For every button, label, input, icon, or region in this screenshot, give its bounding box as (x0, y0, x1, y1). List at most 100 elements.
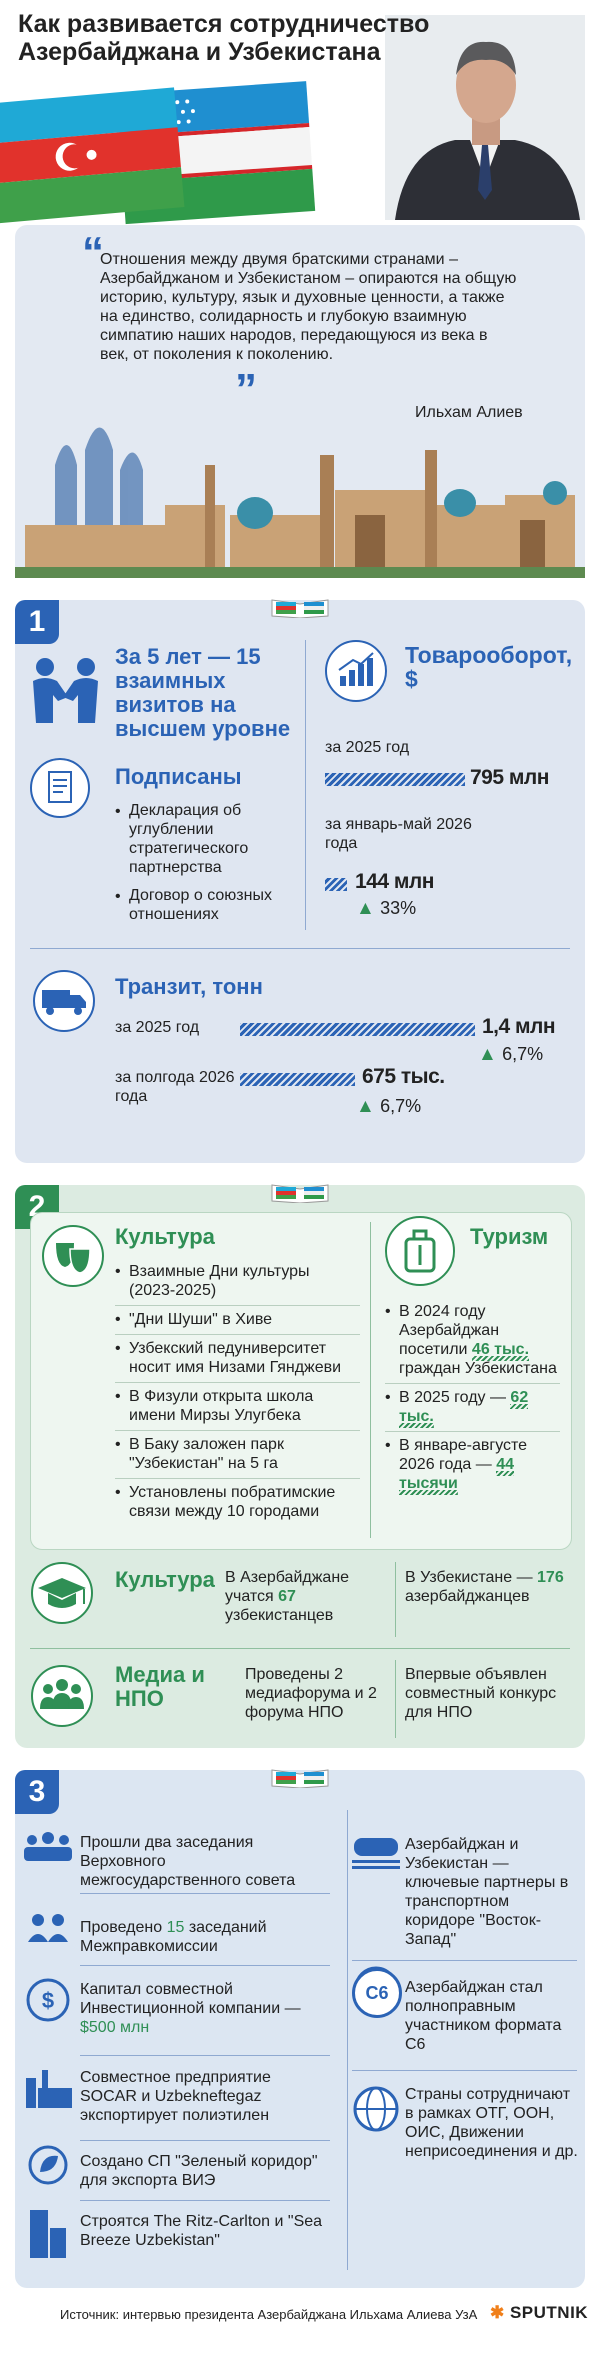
text-part: Строятся The Ritz-Carlton и "Sea Breeze … (80, 2213, 323, 2249)
bar (325, 878, 347, 891)
highlight: 176 (537, 1569, 564, 1586)
fact: Строятся The Ritz-Carlton и "Sea Breeze … (80, 2212, 330, 2250)
fact: Азербайджан стал полноправным участником… (405, 1978, 580, 2054)
list-item: В Баку заложен парк "Узбекистан" на 5 га (115, 1431, 360, 1479)
growth: ▲ 6,7% (356, 1096, 422, 1117)
text-part: заседаний Межправкомиссии (80, 1919, 267, 1955)
document-icon (30, 758, 90, 818)
media-left: Проведены 2 медиафорума и 2 форума НПО (245, 1666, 377, 1721)
section-1-panel (15, 600, 585, 1163)
text-part: узбекистанцев (225, 1607, 334, 1624)
highlight: 46 тыс. (471, 1341, 530, 1361)
divider (352, 2070, 577, 2071)
book-icon (271, 1184, 329, 1203)
fact: Совместное предприятие SOCAR и Uzbekneft… (80, 2068, 330, 2125)
list-item: "Дни Шуши" в Хиве (115, 1306, 360, 1335)
period: за 2025 год (325, 739, 410, 756)
transit-title: Транзит, тонн (115, 974, 263, 999)
brand: ✱ SPUTNIK (490, 2303, 588, 2323)
quote-author: Ильхам Алиев (415, 404, 523, 421)
quote-mark-open: “ (82, 228, 104, 277)
header-art (0, 15, 585, 225)
period: за полгода 2026 года (115, 1069, 235, 1105)
value: 144 млн (355, 870, 434, 893)
text-part: Азербайджан и Узбекистан — ключевые парт… (405, 1836, 569, 1948)
trade-title: Товарооборот, $ (405, 642, 573, 692)
divider (80, 1965, 330, 1966)
suitcase-icon (385, 1216, 455, 1286)
media-right: Впервые объявлен совместный конкурс для … (405, 1666, 557, 1721)
section-badge: 3 (15, 1770, 59, 1814)
fact: Азербайджан и Узбекистан — ключевые парт… (405, 1835, 580, 1949)
section-badge: 1 (15, 600, 59, 644)
text-part: "Дни Шуши" в Хиве (129, 1311, 273, 1328)
signed-title: Подписаны (115, 764, 242, 789)
skyline (15, 427, 585, 578)
education-right: В Узбекистане — 176 азербайджанцев (405, 1568, 570, 1606)
quote-text: Отношения между двумя братскими странами… (100, 251, 517, 363)
chart-icon (325, 640, 387, 702)
list-item: Узбекский педуниверситет носит имя Низам… (115, 1335, 360, 1383)
value: 1,4 млн (482, 1015, 556, 1038)
globe-icon (353, 2086, 399, 2132)
divider (352, 1960, 577, 1961)
book-icon (271, 599, 329, 618)
text-part: В Азербайджане учатся (225, 1569, 350, 1605)
visits-text: За 5 лет — 15 взаимных визитов на высшем… (115, 644, 291, 741)
text-part: В Баку заложен парк "Узбекистан" на 5 га (129, 1436, 284, 1472)
text-part: Договор о союзных отношениях (129, 887, 272, 923)
truck-icon (33, 970, 95, 1032)
text-part: азербайджанцев (405, 1588, 530, 1605)
divider (395, 1660, 396, 1738)
book-icon (271, 1769, 329, 1788)
section-3-left-icons: $ (24, 1832, 72, 2258)
text-part: В 2025 году — (399, 1389, 511, 1406)
divider (347, 1810, 348, 2270)
text-part: Капитал совместной Инвестиционной компан… (80, 1981, 301, 2017)
period: за 2025 год (115, 1019, 200, 1036)
divider (80, 2140, 330, 2141)
graduation-icon (31, 1562, 93, 1624)
period: за январь-май 2026 года (325, 816, 472, 852)
text-part: граждан Узбекистана (399, 1360, 557, 1377)
fact: Прошли два заседания Верховного межгосуд… (80, 1833, 330, 1890)
culture-title: Культура (115, 1224, 215, 1249)
text-part: Страны сотрудничают в рамках ОТГ, ООН, О… (405, 2086, 578, 2160)
divider (80, 2055, 330, 2056)
list-item: Установлены побратимские связи между 10 … (115, 1479, 360, 1526)
section-3-panel (15, 1770, 585, 2288)
list-item: Декларация об углублении стратегического… (115, 798, 295, 883)
bar (325, 773, 465, 786)
text-part: Азербайджан стал полноправным участником… (405, 1979, 562, 2053)
text-part: Совместное предприятие SOCAR и Uzbekneft… (80, 2069, 271, 2124)
text-part: В январе-августе 2026 года — (399, 1437, 528, 1473)
fact: Капитал совместной Инвестиционной компан… (80, 1980, 330, 2037)
growth-value: 6,7% (502, 1044, 544, 1064)
culture-list: Взаимные Дни культуры (2023-2025) "Дни Шу… (115, 1258, 360, 1526)
bar (240, 1073, 355, 1086)
divider (30, 1648, 570, 1649)
text-part: Прошли два заседания Верховного межгосуд… (80, 1834, 296, 1889)
divider (80, 2200, 330, 2201)
tourism-title: Туризм (470, 1224, 549, 1249)
list-item: В 2025 году — 62 тыс. (385, 1384, 560, 1432)
text-part: В Узбекистане — (405, 1569, 538, 1586)
people-icon (31, 1665, 93, 1727)
fact: Страны сотрудничают в рамках ОТГ, ООН, О… (405, 2085, 580, 2161)
portrait (385, 15, 585, 220)
list-item: Договор о союзных отношениях (115, 883, 295, 930)
azerbaijan-flag (0, 87, 185, 224)
growth: ▲ 6,7% (478, 1044, 544, 1065)
list-item: Взаимные Дни культуры (2023-2025) (115, 1258, 360, 1306)
growth: ▲ 33% (356, 898, 417, 919)
text-part: Узбекский педуниверситет носит имя Низам… (129, 1340, 342, 1376)
c6-icon: С6 (352, 1968, 402, 2018)
divider (80, 1893, 330, 1894)
divider (370, 1222, 371, 1538)
highlight: 67 (278, 1588, 296, 1605)
text-part: Взаимные Дни культуры (2023-2025) (129, 1263, 310, 1299)
education-title: Культура (115, 1567, 215, 1592)
